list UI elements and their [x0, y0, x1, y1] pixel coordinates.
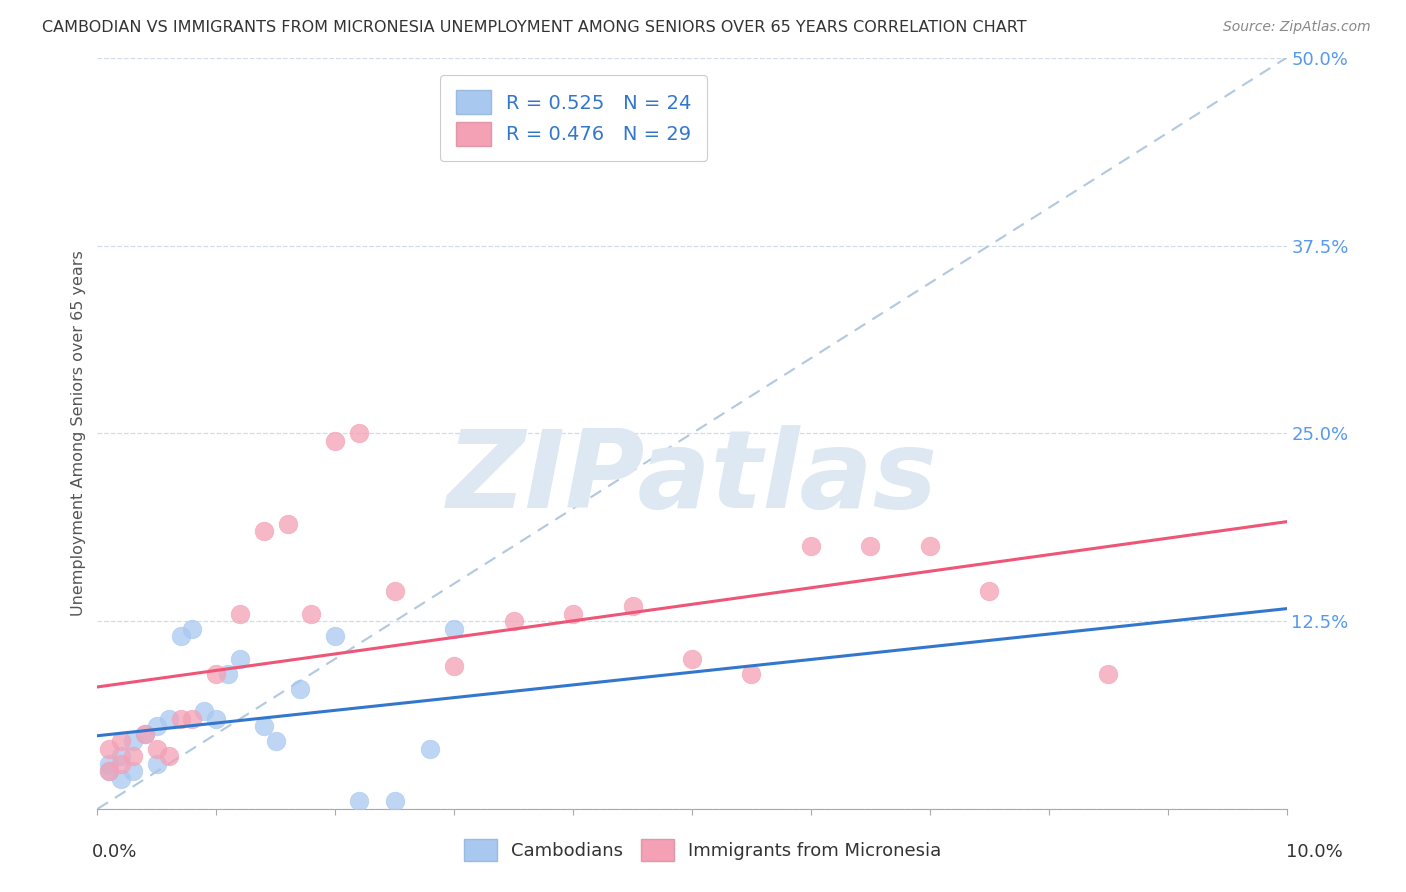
Point — [146, 719, 169, 733]
Text: 10.0%: 10.0% — [1286, 843, 1343, 861]
Point — [157, 712, 180, 726]
Point — [419, 742, 441, 756]
Point — [157, 749, 180, 764]
Point — [299, 607, 322, 621]
Point — [347, 426, 370, 441]
Point — [918, 539, 941, 553]
Point — [1097, 666, 1119, 681]
Point — [169, 712, 191, 726]
Point — [181, 622, 204, 636]
Point — [384, 584, 406, 599]
Point — [229, 607, 252, 621]
Text: Source: ZipAtlas.com: Source: ZipAtlas.com — [1223, 20, 1371, 34]
Point — [323, 629, 346, 643]
Point — [443, 622, 465, 636]
Point — [205, 666, 228, 681]
Point — [110, 756, 132, 771]
Point — [621, 599, 644, 614]
Point — [229, 651, 252, 665]
Legend: R = 0.525   N = 24, R = 0.476   N = 29: R = 0.525 N = 24, R = 0.476 N = 29 — [440, 75, 707, 161]
Point — [217, 666, 239, 681]
Text: 0.0%: 0.0% — [91, 843, 136, 861]
Point — [562, 607, 585, 621]
Point — [681, 651, 703, 665]
Legend: Cambodians, Immigrants from Micronesia: Cambodians, Immigrants from Micronesia — [456, 830, 950, 870]
Point — [740, 666, 762, 681]
Text: CAMBODIAN VS IMMIGRANTS FROM MICRONESIA UNEMPLOYMENT AMONG SENIORS OVER 65 YEARS: CAMBODIAN VS IMMIGRANTS FROM MICRONESIA … — [42, 20, 1026, 35]
Point — [323, 434, 346, 448]
Point — [443, 659, 465, 673]
Point — [979, 584, 1001, 599]
Point — [181, 712, 204, 726]
Point — [146, 742, 169, 756]
Point — [347, 795, 370, 809]
Point — [98, 764, 121, 779]
Point — [146, 756, 169, 771]
Point — [277, 516, 299, 531]
Y-axis label: Unemployment Among Seniors over 65 years: Unemployment Among Seniors over 65 years — [72, 251, 86, 616]
Point — [98, 756, 121, 771]
Point — [800, 539, 823, 553]
Point — [205, 712, 228, 726]
Point — [110, 749, 132, 764]
Point — [253, 524, 276, 538]
Point — [122, 734, 145, 748]
Point — [384, 795, 406, 809]
Point — [98, 764, 121, 779]
Point — [134, 727, 156, 741]
Text: ZIPatlas: ZIPatlas — [447, 425, 938, 532]
Point — [253, 719, 276, 733]
Point — [169, 629, 191, 643]
Point — [502, 614, 524, 628]
Point — [122, 764, 145, 779]
Point — [122, 749, 145, 764]
Point — [110, 772, 132, 786]
Point — [110, 734, 132, 748]
Point — [134, 727, 156, 741]
Point — [98, 742, 121, 756]
Point — [288, 681, 311, 696]
Point — [859, 539, 882, 553]
Point — [264, 734, 287, 748]
Point — [193, 704, 215, 718]
